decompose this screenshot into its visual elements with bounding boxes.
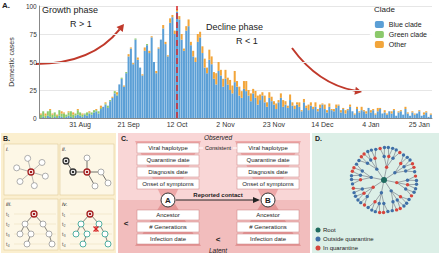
svg-text:Clade: Clade <box>374 5 395 14</box>
svg-text:D.: D. <box>315 135 322 142</box>
svg-text:50: 50 <box>30 59 38 66</box>
svg-text:Outside quarantine: Outside quarantine <box>323 236 374 242</box>
svg-text:100: 100 <box>26 3 37 10</box>
svg-text:25: 25 <box>30 87 38 94</box>
svg-text:2 Nov: 2 Nov <box>216 121 235 128</box>
svg-text:Green clade: Green clade <box>389 31 427 38</box>
svg-text:t₄: t₄ <box>62 241 67 247</box>
svg-text:Root: Root <box>323 227 336 233</box>
svg-text:# Generations: # Generations <box>149 224 187 230</box>
svg-text:# Generations: # Generations <box>249 224 287 230</box>
svg-text:A.: A. <box>2 1 10 10</box>
svg-text:Other: Other <box>389 41 407 48</box>
svg-text:Domestic cases: Domestic cases <box>8 37 15 87</box>
svg-text:Latent: Latent <box>209 247 228 254</box>
svg-text:25 Jan: 25 Jan <box>409 121 430 128</box>
svg-text:14 Dec: 14 Dec <box>311 121 334 128</box>
svg-text:<: < <box>216 235 221 244</box>
svg-text:t₄: t₄ <box>6 241 11 247</box>
svg-text:In quarantine: In quarantine <box>323 245 359 251</box>
svg-text:75: 75 <box>30 31 38 38</box>
svg-text:Onset of symptoms: Onset of symptoms <box>142 181 194 187</box>
svg-text:Ancestor: Ancestor <box>156 212 180 218</box>
svg-text:Viral haplotype: Viral haplotype <box>148 145 188 151</box>
svg-text:Reported contact: Reported contact <box>193 192 242 198</box>
svg-text:12 Oct: 12 Oct <box>167 121 188 128</box>
svg-text:A: A <box>165 196 171 205</box>
svg-text:Viral haplotype: Viral haplotype <box>248 145 288 151</box>
svg-text:Infection date: Infection date <box>250 236 287 242</box>
svg-text:0: 0 <box>33 115 37 122</box>
svg-text:23 Nov: 23 Nov <box>263 121 286 128</box>
svg-text:t₁: t₁ <box>6 211 10 217</box>
svg-text:Onset of symptoms: Onset of symptoms <box>242 181 294 187</box>
svg-text:Blue clade: Blue clade <box>389 21 422 28</box>
svg-text:R < 1: R < 1 <box>236 36 258 46</box>
svg-text:iii.: iii. <box>6 201 12 207</box>
svg-text:21 Sep: 21 Sep <box>117 121 139 129</box>
svg-text:i.: i. <box>6 146 9 152</box>
svg-text:Ancestor: Ancestor <box>256 212 280 218</box>
svg-text:Diagnosis date: Diagnosis date <box>248 169 288 175</box>
svg-text:t₂: t₂ <box>6 221 10 227</box>
svg-text:<: < <box>124 219 129 228</box>
svg-text:Quarantine date: Quarantine date <box>146 157 190 163</box>
svg-text:t₁: t₁ <box>62 211 66 217</box>
svg-text:iv.: iv. <box>62 201 68 207</box>
svg-text:t₃: t₃ <box>6 231 10 237</box>
svg-text:Consistent: Consistent <box>205 145 231 151</box>
svg-text:B.: B. <box>3 135 10 142</box>
svg-text:Growth phase: Growth phase <box>42 4 98 15</box>
svg-text:Quarantine date: Quarantine date <box>246 157 290 163</box>
svg-text:4 Jan: 4 Jan <box>362 121 379 128</box>
svg-text:Observed: Observed <box>204 134 233 141</box>
svg-text:ii.: ii. <box>62 146 66 152</box>
svg-text:Diagnosis date: Diagnosis date <box>148 169 188 175</box>
svg-text:B: B <box>265 196 271 205</box>
svg-text:t₂: t₂ <box>62 221 66 227</box>
svg-text:Decline phase: Decline phase <box>206 22 263 32</box>
svg-text:t₃: t₃ <box>62 231 66 237</box>
svg-text:31 Aug: 31 Aug <box>69 121 91 129</box>
svg-text:Infection date: Infection date <box>150 236 187 242</box>
svg-text:R > 1: R > 1 <box>70 19 92 29</box>
svg-text:C.: C. <box>121 135 128 142</box>
